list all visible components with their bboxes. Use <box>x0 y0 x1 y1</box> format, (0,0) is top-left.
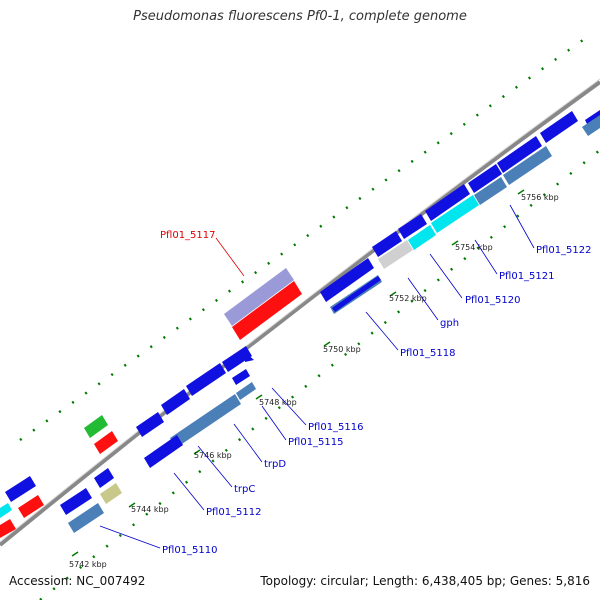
tick-label: 5756 kbp <box>521 193 559 202</box>
label-pfl5122[interactable]: Pfl01_5122 <box>536 245 592 256</box>
gene-light-a[interactable] <box>474 177 507 205</box>
label-pfl5120[interactable]: Pfl01_5120 <box>465 295 521 306</box>
tick-mark <box>128 502 136 508</box>
gene-fwd-h[interactable] <box>161 389 190 415</box>
gc-dots-outer <box>19 33 591 442</box>
gene-pfl5122[interactable] <box>540 111 578 143</box>
gene-fwd-f[interactable] <box>222 346 252 372</box>
label-leaders <box>99 204 535 549</box>
gene-fwd-l[interactable] <box>5 476 36 502</box>
leader-trpD <box>233 423 263 463</box>
forward-strand-genes <box>5 111 578 515</box>
gene-light-e[interactable] <box>582 115 600 136</box>
tick-label: 5748 kbp <box>259 398 297 407</box>
label-pfl5110[interactable]: Pfl01_5110 <box>162 545 218 556</box>
scale-ticks <box>71 189 525 557</box>
label-trpC[interactable]: trpC <box>234 484 255 495</box>
leader-pfl5112 <box>173 472 205 511</box>
gene-green[interactable] <box>84 415 108 438</box>
gene-fwd-g[interactable] <box>186 363 226 396</box>
gene-pfl5118[interactable] <box>332 276 381 312</box>
tick-mark <box>389 291 397 297</box>
label-pfl5117[interactable]: Pfl01_5117 <box>160 230 216 241</box>
reverse-strand-genes <box>144 276 381 468</box>
gene-fwd-d[interactable] <box>372 231 402 257</box>
gene-olive[interactable] <box>100 483 122 504</box>
gene-pfl5117-purple[interactable] <box>224 268 294 326</box>
map-title: Pseudomonas fluorescens Pf0-1, complete … <box>133 9 467 24</box>
label-pfl5118[interactable]: Pfl01_5118 <box>400 348 456 359</box>
leader-pfl5117 <box>215 237 245 277</box>
label-pfl5112[interactable]: Pfl01_5112 <box>206 507 262 518</box>
tick-mark <box>255 394 263 400</box>
tick-label: 5746 kbp <box>194 451 232 460</box>
gene-marker-triangle[interactable] <box>245 352 254 362</box>
gene-pfl5117-red[interactable] <box>232 281 302 340</box>
gene-pfl5121-fwd[interactable] <box>497 136 542 173</box>
gene-light-b[interactable] <box>170 394 241 448</box>
gene-fwd-b[interactable] <box>425 184 470 221</box>
gene-gph-grey[interactable] <box>378 240 413 269</box>
tick-mark <box>193 449 201 455</box>
leader-pfl5121 <box>474 239 498 275</box>
tick-mark <box>517 189 525 195</box>
gene-light-c[interactable] <box>236 382 256 400</box>
leader-pfl5118 <box>365 311 399 351</box>
gc-dots-inner <box>39 149 600 600</box>
gene-pfl5120-cyan[interactable] <box>431 195 479 233</box>
genome-summary-text: Topology: circular; Length: 6,438,405 bp… <box>260 574 590 588</box>
gene-red-left-b[interactable] <box>0 519 16 538</box>
tick-mark <box>71 551 79 557</box>
leader-pfl5116 <box>271 387 307 426</box>
leader-gph <box>407 277 439 321</box>
accession-text: Accession: NC_007492 <box>9 574 146 588</box>
gene-fwd-a[interactable] <box>468 164 502 193</box>
gene-red-small[interactable] <box>94 431 118 454</box>
gene-fwd-c[interactable] <box>398 214 427 239</box>
gene-pfl5122-light[interactable] <box>503 146 552 185</box>
tick-label: 5742 kbp <box>69 560 107 569</box>
gene-fwd-e[interactable] <box>320 258 374 302</box>
gene-cyan-left[interactable] <box>0 503 12 518</box>
tick-label: 5752 kbp <box>389 294 427 303</box>
leader-pfl5122 <box>509 204 535 249</box>
gene-red-left-a[interactable] <box>18 495 44 518</box>
genome-backbone-highlight <box>0 78 600 543</box>
gene-rev-a[interactable] <box>232 369 250 385</box>
gene-cyan-b[interactable] <box>408 225 436 250</box>
tick-label: 5744 kbp <box>131 505 169 514</box>
leader-pfl5110 <box>99 525 161 549</box>
leader-pfl5115 <box>261 405 287 441</box>
label-gph[interactable]: gph <box>440 318 459 329</box>
gene-light-d[interactable] <box>68 503 104 533</box>
leader-pfl5120 <box>429 253 463 299</box>
tick-label: 5754 kbp <box>455 243 493 252</box>
label-pfl5116[interactable]: Pfl01_5116 <box>308 422 364 433</box>
leader-trpC <box>197 445 233 488</box>
gene-fwd-i[interactable] <box>136 412 164 437</box>
genome-backbone <box>0 80 600 547</box>
tick-mark <box>323 341 331 347</box>
label-trpD[interactable]: trpD <box>264 459 286 470</box>
tick-mark <box>451 240 459 246</box>
tick-label: 5750 kbp <box>323 345 361 354</box>
gene-fwd-k[interactable] <box>60 488 92 515</box>
label-pfl5121[interactable]: Pfl01_5121 <box>499 271 555 282</box>
gene-fwd-j[interactable] <box>94 468 114 488</box>
label-pfl5115[interactable]: Pfl01_5115 <box>288 437 344 448</box>
gene-pfl5112[interactable] <box>144 435 183 468</box>
